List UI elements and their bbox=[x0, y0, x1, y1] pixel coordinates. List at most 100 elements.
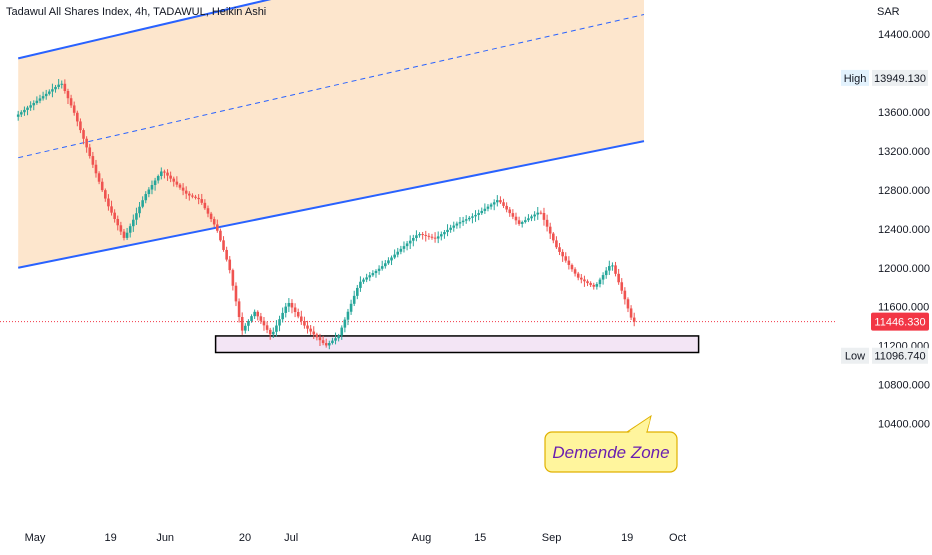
callout-box[interactable] bbox=[544, 431, 678, 473]
candle-body bbox=[474, 214, 477, 217]
candle-body bbox=[44, 93, 48, 97]
candle-body bbox=[113, 212, 116, 219]
candle-body bbox=[368, 275, 372, 278]
candle-body bbox=[85, 138, 88, 148]
high-tag bbox=[841, 69, 869, 86]
candle-body bbox=[421, 234, 424, 236]
candle-body bbox=[524, 220, 527, 223]
y-tick-label: 10400.000 bbox=[878, 419, 930, 431]
candle-body bbox=[116, 218, 120, 226]
candle-body bbox=[402, 246, 406, 249]
y-tick-label: 12000.000 bbox=[878, 263, 930, 275]
candle-body bbox=[617, 273, 620, 283]
candle-body bbox=[505, 205, 508, 210]
candle-body bbox=[464, 219, 468, 221]
candle-body bbox=[141, 200, 144, 207]
candle-body bbox=[564, 256, 568, 261]
candle-body bbox=[41, 96, 45, 99]
channel-lower-line[interactable] bbox=[18, 140, 645, 269]
candle-body bbox=[16, 114, 20, 117]
candle-body bbox=[548, 226, 552, 234]
candle-body bbox=[359, 281, 362, 288]
candle-body bbox=[623, 290, 627, 300]
candle-body bbox=[306, 325, 309, 329]
candle-body bbox=[97, 173, 101, 182]
candle-body bbox=[380, 266, 384, 269]
candle-body bbox=[396, 251, 400, 255]
candle-body bbox=[203, 202, 207, 209]
candle-body bbox=[542, 212, 546, 220]
candle-body bbox=[284, 306, 288, 313]
price-axis-bg bbox=[836, 0, 932, 550]
x-tick-label: 19 bbox=[621, 532, 633, 544]
x-tick-label: Sep bbox=[542, 532, 562, 544]
candle-body bbox=[377, 268, 381, 271]
low-value-tag bbox=[872, 347, 928, 364]
candle-body bbox=[197, 197, 200, 200]
candle-body bbox=[492, 202, 496, 205]
candle-body bbox=[446, 229, 449, 233]
candle-body bbox=[172, 178, 176, 182]
x-tick-label: Oct bbox=[669, 532, 686, 544]
candle-body bbox=[595, 284, 599, 287]
candle-body bbox=[262, 320, 266, 326]
candle-body bbox=[268, 329, 272, 335]
high-value-tag bbox=[872, 69, 928, 86]
candle-body bbox=[592, 284, 596, 287]
candle-body bbox=[132, 219, 135, 227]
y-tick-label: 12400.000 bbox=[878, 224, 930, 236]
demand-zone-box[interactable] bbox=[214, 335, 700, 354]
candle-body bbox=[436, 236, 440, 239]
candle-body bbox=[272, 331, 275, 335]
candle-body bbox=[119, 225, 123, 232]
candle-body bbox=[536, 212, 540, 215]
candle-body bbox=[517, 220, 521, 224]
y-tick-label: 13600.000 bbox=[878, 107, 930, 119]
candle-body bbox=[147, 189, 151, 195]
time-axis-bg bbox=[0, 524, 836, 550]
candle-body bbox=[555, 240, 558, 248]
candle-body bbox=[440, 234, 443, 237]
candle-body bbox=[265, 325, 269, 330]
candle-body bbox=[418, 234, 421, 236]
candle-body bbox=[166, 172, 169, 176]
candle-body bbox=[128, 226, 132, 233]
candle-body bbox=[184, 190, 188, 194]
candle-body bbox=[608, 266, 611, 271]
candle-body bbox=[589, 283, 592, 285]
candle-body bbox=[94, 164, 98, 174]
candle-body bbox=[558, 247, 561, 252]
candle-body bbox=[362, 279, 365, 282]
candle-body bbox=[212, 219, 216, 225]
candle-body bbox=[163, 171, 166, 173]
channel-middle-line[interactable] bbox=[18, 14, 645, 159]
candle-body bbox=[496, 200, 499, 203]
candle-body bbox=[567, 260, 571, 265]
candles-group bbox=[16, 79, 636, 350]
callout-pointer-cover bbox=[628, 420, 650, 433]
x-tick-label: May bbox=[25, 532, 46, 544]
candle-body bbox=[231, 270, 235, 286]
candle-body bbox=[278, 319, 281, 326]
candle-body bbox=[458, 222, 462, 224]
candle-body bbox=[57, 84, 60, 87]
candle-body bbox=[433, 237, 437, 239]
candle-body bbox=[632, 317, 636, 322]
candle-body bbox=[514, 216, 518, 221]
candle-body bbox=[424, 234, 428, 236]
channel-upper-line[interactable] bbox=[17, 0, 392, 60]
candle-body bbox=[415, 235, 418, 238]
candle-body bbox=[480, 210, 484, 214]
callout-text: Demende Zone bbox=[552, 443, 669, 462]
x-tick-label: Jun bbox=[156, 532, 174, 544]
candle-body bbox=[352, 295, 356, 304]
candle-body bbox=[35, 100, 39, 104]
candle-body bbox=[570, 264, 574, 270]
candle-body bbox=[169, 175, 172, 179]
channel-fill bbox=[18, 0, 644, 268]
candle-body bbox=[374, 270, 378, 274]
candle-body bbox=[533, 214, 536, 217]
candle-body bbox=[561, 251, 564, 257]
